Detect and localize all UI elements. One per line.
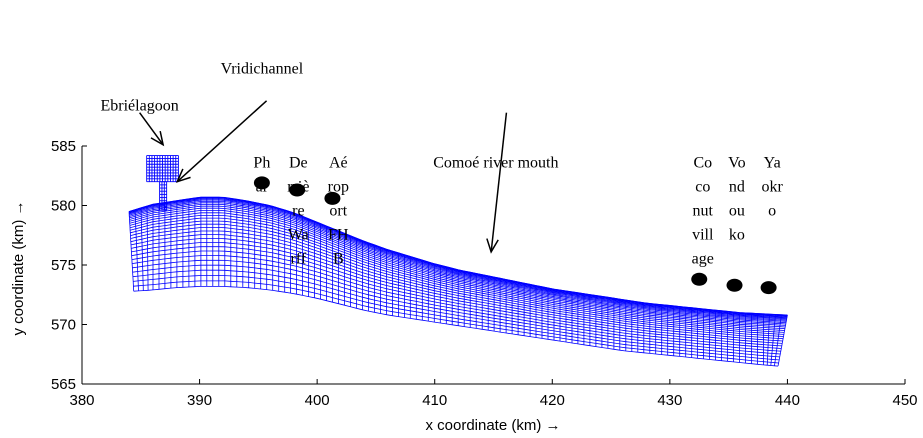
marker-layer — [253, 176, 777, 295]
station-marker — [760, 281, 777, 295]
annotation-text: co — [695, 178, 710, 195]
annotation-text: Ya — [764, 154, 781, 171]
x-tick-label: 430 — [657, 392, 682, 409]
mesh-column-line — [146, 206, 149, 291]
mesh-column-line — [766, 314, 770, 366]
annotation-text: nd — [729, 178, 745, 195]
annotation-text: Ph — [253, 154, 270, 171]
y-tick-label: 570 — [51, 317, 76, 334]
annotation-text: ort — [329, 202, 347, 219]
x-tick-label: 390 — [187, 392, 212, 409]
x-tick-label: 450 — [892, 392, 917, 409]
annotation-text: Vo — [728, 154, 746, 171]
mesh-layer — [128, 155, 788, 367]
x-tick-label: 440 — [775, 392, 800, 409]
arrow-head — [150, 130, 165, 147]
annotation-text: ou — [729, 202, 745, 219]
annotation-text: Vridichannel — [221, 60, 304, 77]
y-tick-label: 585 — [51, 138, 76, 155]
annotation-arrow — [176, 100, 268, 183]
annotation-text: Ebriélagoon — [101, 97, 179, 114]
annotation-text: rriè — [287, 178, 309, 195]
annotation-text: ko — [729, 226, 745, 243]
mesh-column-line — [134, 209, 139, 291]
annotation-text: Co — [693, 154, 712, 171]
annotation-text: FH — [328, 226, 349, 243]
annotation-text: rop — [328, 178, 349, 195]
annotation-text: o — [768, 202, 776, 219]
axes-layer: 380 390 400 410 420 430 440 450 565 570 575 580 585 — [51, 138, 918, 409]
mesh-column-line — [128, 211, 135, 292]
x-tick-label: 420 — [540, 392, 565, 409]
mesh-row-line — [133, 286, 779, 367]
annotation-text: vill — [692, 226, 714, 243]
mesh-column-line — [777, 315, 788, 367]
y-tick-label: 575 — [51, 257, 76, 274]
station-marker — [253, 176, 270, 190]
annotation-layer: Ebriélagoon Vridichannel Ph ar De rriè re Wa rff… — [101, 60, 784, 267]
y-axis-label: y coordinate (km) → — [10, 200, 27, 335]
mesh-column-line — [770, 314, 776, 366]
station-marker — [691, 272, 708, 286]
mesh-row-line — [132, 269, 780, 358]
annotation-text: Comoé river mouth — [433, 154, 558, 171]
annotation-arrow — [490, 112, 508, 252]
annotation-text: re — [292, 202, 304, 219]
annotation-text: Aé — [329, 154, 348, 171]
x-tick-label: 380 — [69, 392, 94, 409]
arrow-head — [486, 238, 499, 254]
mesh-column-line — [774, 314, 782, 366]
annotation-text: nut — [693, 202, 714, 219]
station-marker — [726, 278, 743, 292]
arrow-head — [175, 168, 191, 183]
x-tick-label: 410 — [422, 392, 447, 409]
y-tick-label: 565 — [51, 376, 76, 393]
mesh-column-line — [140, 207, 144, 291]
x-axis-label: x coordinate (km) → — [425, 417, 560, 434]
station-marker — [289, 183, 306, 197]
annotation-arrow — [139, 112, 164, 146]
annotation-text: ar — [256, 178, 269, 195]
annotation-text: rff — [290, 250, 306, 267]
y-tick-label: 580 — [51, 198, 76, 215]
x-tick-label: 400 — [305, 392, 330, 409]
annotation-text: De — [289, 154, 308, 171]
annotation-text: age — [692, 250, 714, 267]
station-marker — [324, 191, 341, 205]
annotation-text: B — [333, 250, 344, 267]
annotation-text: Wa — [288, 226, 309, 243]
annotation-text: okr — [761, 178, 783, 195]
